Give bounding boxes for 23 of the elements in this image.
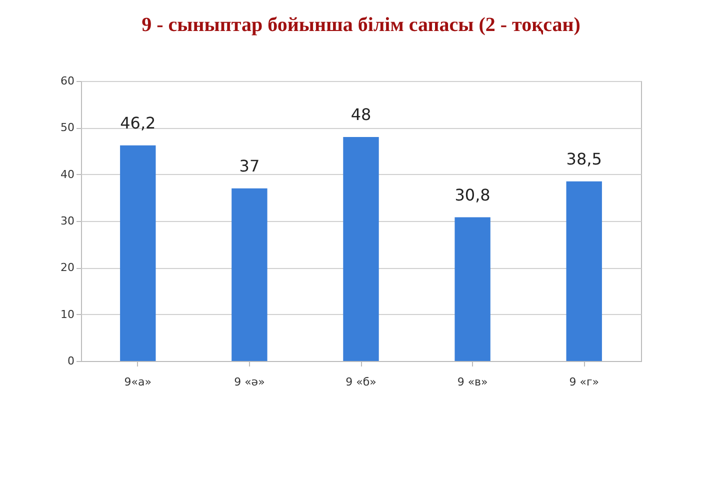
data-label: 38,5	[566, 149, 602, 168]
data-label: 37	[239, 156, 260, 176]
x-tick-label: 9 «б»	[346, 376, 376, 388]
data-label: 48	[350, 105, 372, 124]
y-tick-label: 40	[60, 168, 74, 181]
data-label: 46,2	[120, 113, 156, 132]
y-tick-label: 50	[60, 121, 74, 134]
x-tick-label: 9«а»	[124, 376, 152, 388]
bar	[454, 217, 490, 361]
y-tick-label: 0	[68, 354, 74, 368]
x-tick-label: 9 «г»	[569, 376, 599, 388]
data-label: 30,8	[454, 185, 490, 204]
bar	[232, 188, 268, 361]
y-tick-label: 60	[60, 74, 74, 88]
y-tick-label: 10	[60, 308, 74, 321]
bar	[343, 137, 379, 361]
x-tick-label: 9 «ә»	[234, 376, 265, 388]
chart-title: 9 - сыныптар бойынша білім сапасы (2 - тоқсан)	[142, 14, 580, 36]
bar	[120, 145, 156, 361]
bar	[566, 181, 602, 361]
y-tick-label: 20	[60, 261, 74, 274]
x-tick-label: 9 «в»	[457, 376, 488, 388]
y-tick-label: 30	[60, 214, 74, 228]
